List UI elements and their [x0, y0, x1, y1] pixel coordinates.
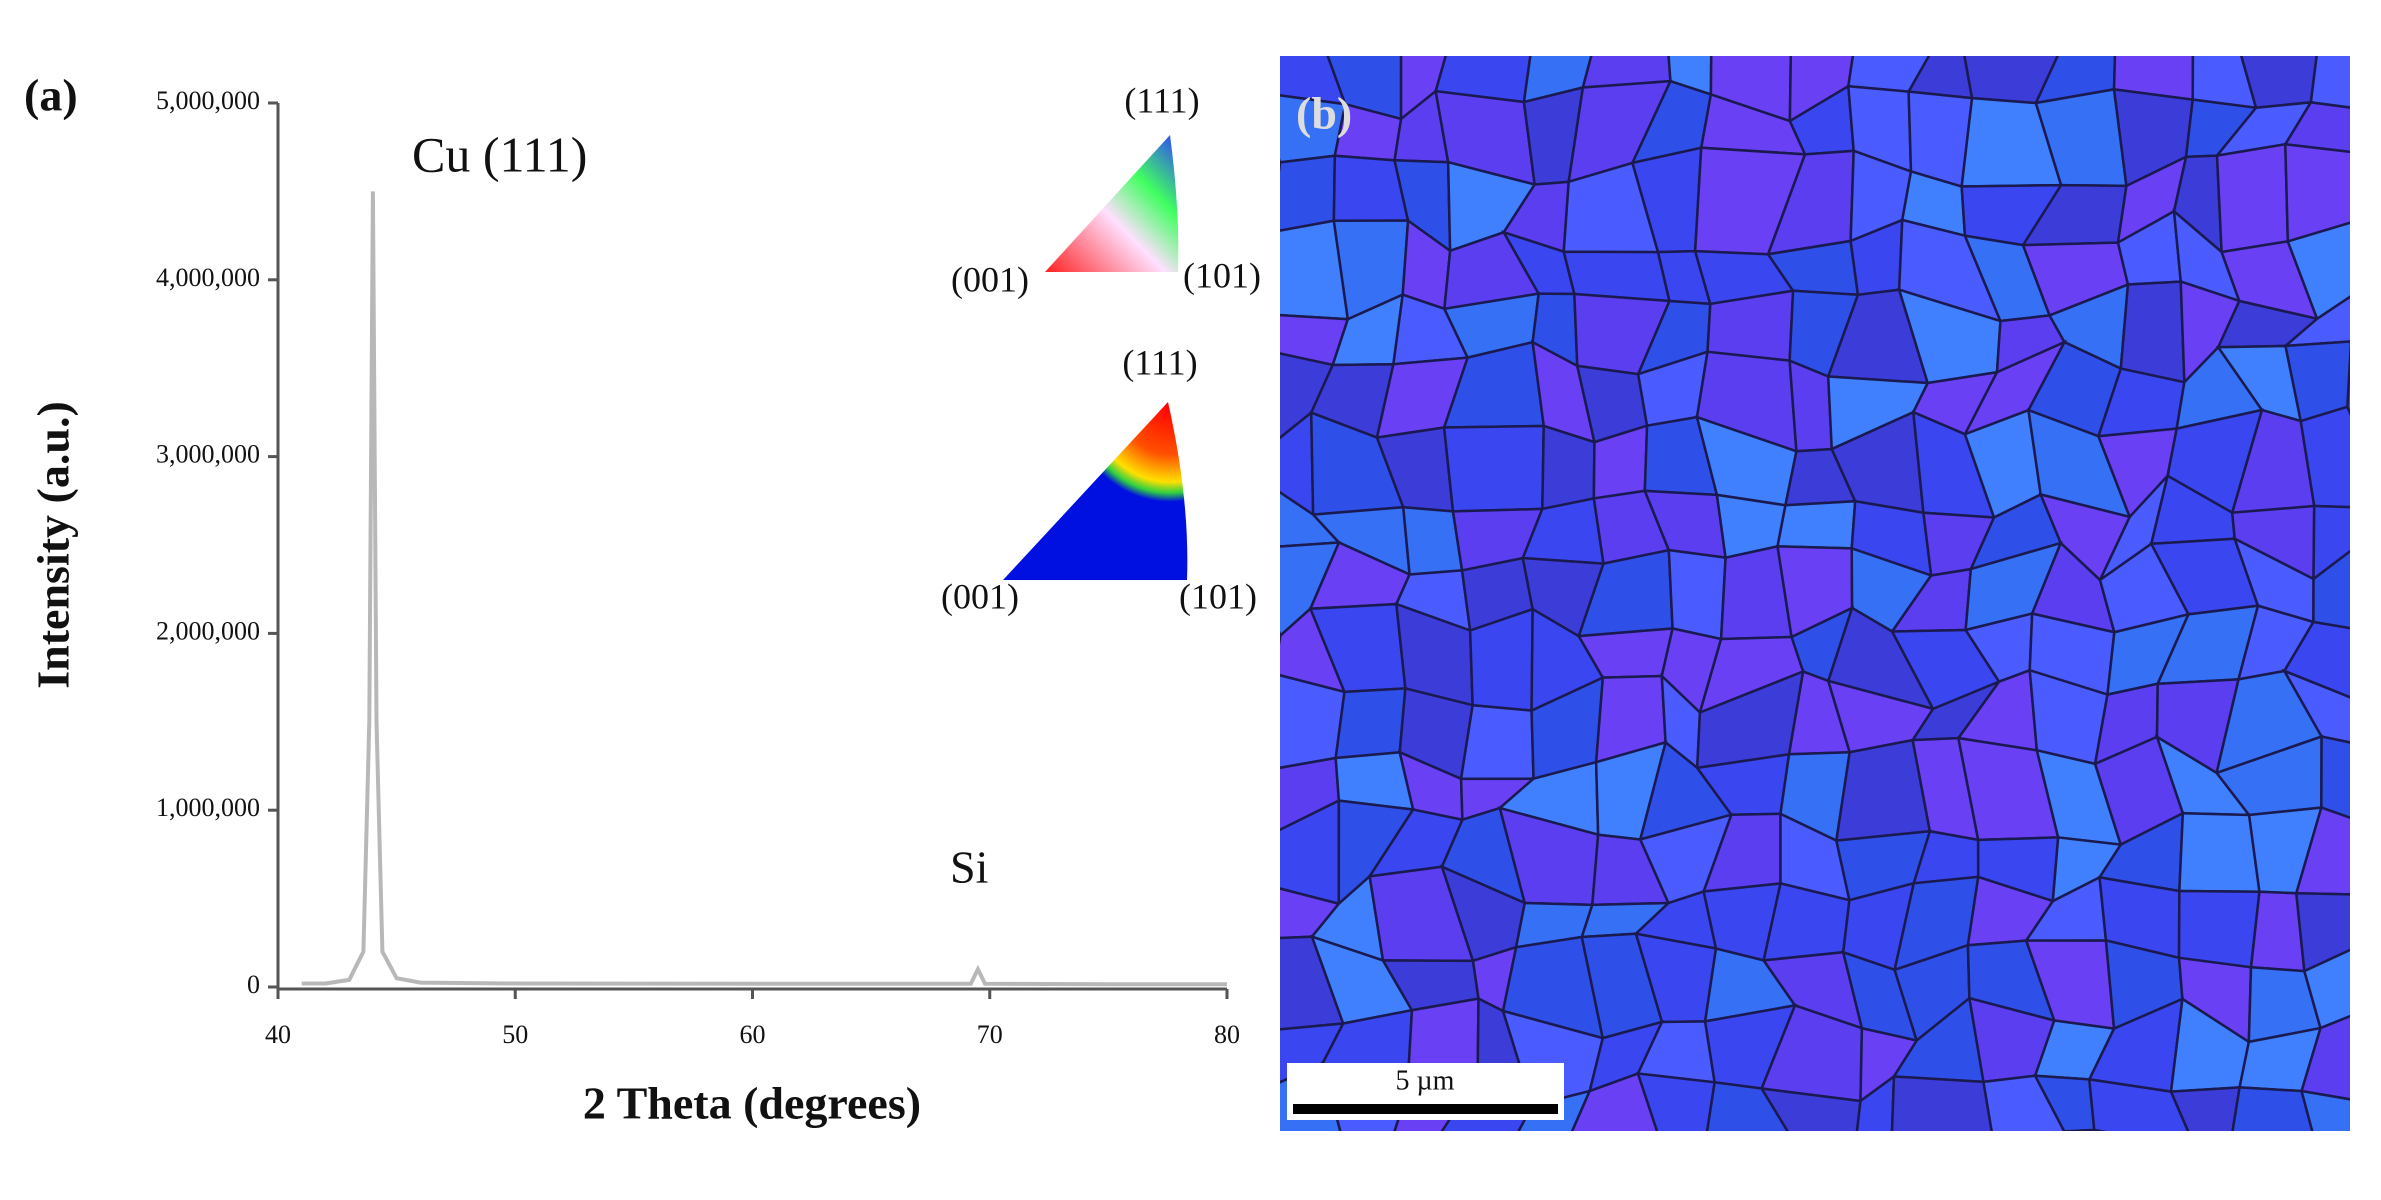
grain: [1581, 56, 1672, 89]
y-tick-label: 4,000,000: [156, 263, 260, 292]
grain: [1541, 424, 1596, 511]
y-tick-label: 0: [247, 970, 260, 999]
grain: [1570, 1071, 1659, 1131]
grain: [2177, 889, 2261, 969]
grain-map: [1280, 56, 2350, 1131]
grain: [1706, 289, 1795, 363]
grain: [2309, 56, 2350, 109]
grain: [2283, 100, 2350, 154]
grain: [1442, 424, 1546, 513]
grain: [1667, 548, 1727, 641]
grain: [2302, 948, 2350, 1030]
grain: [2282, 620, 2350, 699]
grain: [2178, 811, 2261, 894]
panel-label: (a): [24, 70, 78, 121]
grain: [2312, 504, 2350, 582]
grain: [2320, 735, 2350, 820]
grain: [2281, 295, 2350, 348]
ipf-label: (001): [951, 259, 1029, 299]
y-tick-label: 1,000,000: [156, 793, 260, 822]
y-tick-label: 2,000,000: [156, 616, 260, 645]
scale-bar: [1293, 1104, 1558, 1114]
grain: [2312, 549, 2350, 630]
grain: [2119, 280, 2186, 384]
grain: [2284, 142, 2350, 244]
y-tick-label: 3,000,000: [156, 440, 260, 469]
grain: [2087, 1077, 2190, 1131]
grain: [1459, 703, 1535, 781]
grain: [1759, 1086, 1862, 1131]
grain: [1334, 687, 1407, 760]
ipf-label: (101): [1183, 255, 1261, 295]
grain: [2294, 805, 2350, 896]
grain: [2299, 1089, 2350, 1131]
ipf-label: (101): [1179, 576, 1257, 616]
ipf-key: [1045, 135, 1179, 272]
grain: [2231, 1086, 2314, 1131]
grain: [2299, 405, 2350, 509]
peak-label: Si: [950, 842, 988, 893]
grain: [1636, 1072, 1717, 1131]
y-axis-title: Intensity (a.u.): [28, 401, 79, 689]
grain: [1788, 358, 1834, 453]
x-axis-title: 2 Theta (degrees): [583, 1078, 921, 1129]
grain: [2286, 221, 2350, 321]
grain: [1890, 1075, 1993, 1131]
ipf-label: (111): [1124, 80, 1199, 120]
ipf-key: [1003, 402, 1188, 580]
x-tick-label: 60: [740, 1020, 766, 1049]
grain: [2294, 891, 2350, 973]
grain: [1705, 1080, 1789, 1131]
grain: [2299, 1014, 2350, 1101]
grain: [1855, 1073, 1896, 1131]
ipf-label: (111): [1122, 342, 1197, 382]
xrd-line: [301, 191, 1227, 987]
ipf-label: (001): [941, 576, 1019, 616]
peak-label: Cu (111): [412, 126, 587, 182]
grain: [2169, 1086, 2242, 1131]
x-tick-label: 40: [265, 1020, 291, 1049]
x-tick-label: 70: [977, 1020, 1003, 1049]
scale-bar-label: 5 µm: [1396, 1065, 1455, 1096]
grain: [1982, 1074, 2066, 1131]
panel-label: (b): [1296, 88, 1352, 139]
y-tick-label: 5,000,000: [156, 86, 260, 115]
grain: [1280, 154, 1337, 232]
x-tick-label: 80: [1214, 1020, 1240, 1049]
grain: [1280, 674, 1346, 770]
grain: [1776, 499, 1857, 550]
x-tick-label: 50: [502, 1020, 528, 1049]
grain: [2215, 142, 2290, 254]
grain: [2281, 668, 2350, 744]
